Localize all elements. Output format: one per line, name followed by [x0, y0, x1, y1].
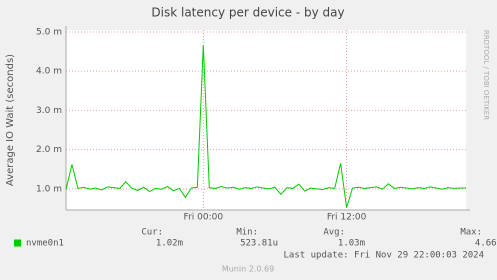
legend-header: Cur:	[141, 228, 163, 238]
chart-title: Disk latency per device - by day	[151, 6, 344, 20]
y-tick-label: 5.0 m	[36, 27, 62, 37]
x-tick-label: Fri 12:00	[327, 213, 367, 223]
legend-label: nvme0n1	[26, 239, 64, 249]
y-tick-label: 1.0 m	[36, 184, 62, 194]
legend-stat: 1.03m	[338, 239, 365, 249]
legend-header: Avg:	[323, 228, 345, 238]
legend-stat: 1.02m	[156, 239, 183, 249]
y-axis-label: Average IO Wait (seconds)	[5, 54, 16, 186]
y-tick-label: 3.0 m	[36, 106, 62, 116]
last-update: Last update: Fri Nov 29 22:00:03 2024	[284, 251, 484, 261]
plot-area	[66, 30, 466, 210]
line-series	[65, 45, 466, 208]
legend-header: Max:	[460, 228, 482, 238]
legend-stat: 4.66m	[475, 239, 497, 249]
legend-stat: 523.81u	[240, 239, 278, 249]
x-tick-label: Fri 00:00	[184, 213, 224, 223]
y-tick-label: 4.0 m	[36, 67, 62, 77]
y-tick-label: 2.0 m	[36, 145, 62, 155]
side-label: RRDTOOL / TOBI OETIKER	[482, 30, 490, 120]
legend-header: Min:	[236, 228, 258, 238]
footer: Munin 2.0.69	[222, 265, 274, 274]
legend-swatch	[14, 239, 21, 247]
